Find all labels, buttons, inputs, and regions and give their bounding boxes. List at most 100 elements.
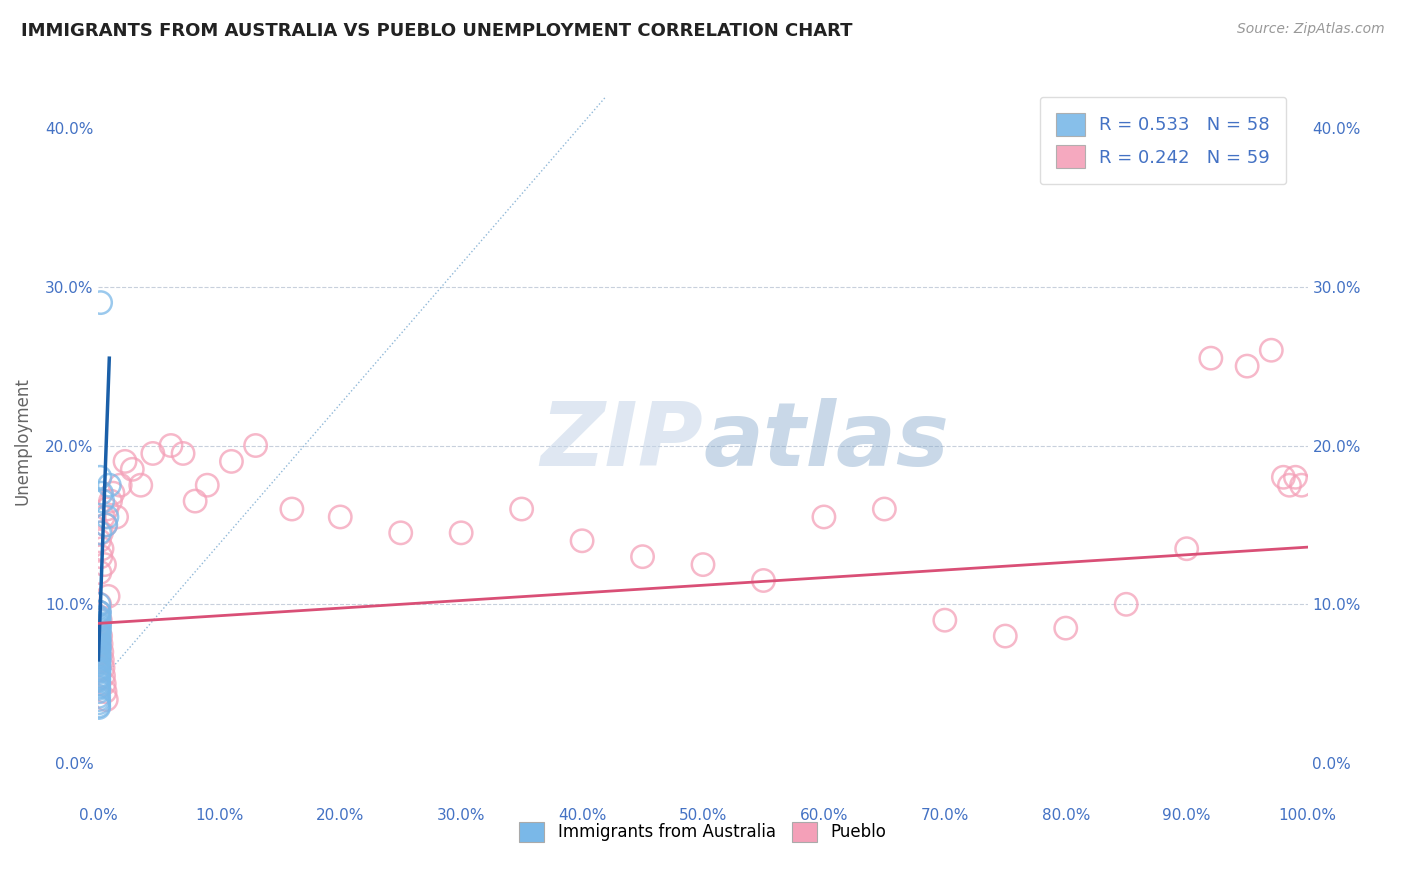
Point bbox=[89, 605, 111, 619]
Point bbox=[89, 533, 111, 548]
Point bbox=[281, 502, 304, 516]
Point bbox=[87, 613, 110, 627]
Text: ZIP: ZIP bbox=[540, 398, 703, 485]
Point bbox=[389, 525, 412, 540]
Point bbox=[1236, 359, 1258, 373]
Point bbox=[87, 631, 110, 645]
Point bbox=[87, 632, 110, 647]
Point bbox=[89, 627, 111, 641]
Point bbox=[221, 454, 243, 468]
Point bbox=[89, 566, 111, 580]
Point bbox=[89, 470, 111, 484]
Point bbox=[571, 533, 593, 548]
Point bbox=[510, 502, 533, 516]
Point bbox=[91, 494, 114, 508]
Text: Source: ZipAtlas.com: Source: ZipAtlas.com bbox=[1237, 22, 1385, 37]
Point bbox=[91, 653, 114, 667]
Point bbox=[114, 454, 136, 468]
Point bbox=[87, 672, 110, 686]
Text: atlas: atlas bbox=[703, 398, 949, 485]
Point bbox=[1175, 541, 1198, 556]
Point bbox=[87, 681, 110, 696]
Point bbox=[87, 655, 110, 669]
Point bbox=[89, 611, 111, 625]
Point bbox=[90, 549, 112, 564]
Point bbox=[94, 684, 117, 698]
Point bbox=[89, 619, 111, 633]
Point bbox=[89, 640, 111, 655]
Point bbox=[87, 653, 110, 667]
Point bbox=[100, 494, 122, 508]
Point bbox=[87, 676, 110, 690]
Point bbox=[87, 610, 110, 624]
Point bbox=[245, 438, 267, 452]
Point bbox=[87, 684, 110, 698]
Point bbox=[87, 662, 110, 676]
Point bbox=[93, 669, 115, 683]
Point bbox=[89, 618, 111, 632]
Point bbox=[87, 629, 110, 643]
Point bbox=[87, 605, 110, 619]
Point bbox=[94, 517, 117, 532]
Point bbox=[87, 647, 110, 661]
Point bbox=[121, 462, 143, 476]
Point bbox=[1115, 597, 1137, 611]
Point bbox=[90, 645, 112, 659]
Point bbox=[1284, 470, 1306, 484]
Point bbox=[87, 692, 110, 706]
Point bbox=[96, 692, 118, 706]
Point bbox=[87, 624, 110, 639]
Point bbox=[101, 486, 124, 500]
Point bbox=[91, 661, 114, 675]
Point bbox=[129, 478, 152, 492]
Point bbox=[87, 621, 110, 635]
Point bbox=[142, 446, 165, 460]
Point bbox=[93, 558, 115, 572]
Point bbox=[813, 510, 835, 524]
Point bbox=[90, 637, 112, 651]
Point bbox=[87, 661, 110, 675]
Point bbox=[96, 502, 118, 516]
Point bbox=[172, 446, 194, 460]
Point bbox=[89, 616, 111, 631]
Point bbox=[87, 696, 110, 710]
Point bbox=[994, 629, 1017, 643]
Point bbox=[631, 549, 654, 564]
Point bbox=[87, 698, 110, 713]
Point bbox=[87, 635, 110, 649]
Point bbox=[105, 510, 128, 524]
Point bbox=[87, 690, 110, 704]
Point bbox=[87, 645, 110, 659]
Point bbox=[87, 626, 110, 640]
Y-axis label: Unemployment: Unemployment bbox=[13, 377, 31, 506]
Legend: Immigrants from Australia, Pueblo: Immigrants from Australia, Pueblo bbox=[513, 815, 893, 848]
Point bbox=[184, 494, 207, 508]
Point bbox=[87, 680, 110, 694]
Point bbox=[91, 541, 114, 556]
Point bbox=[1054, 621, 1077, 635]
Point bbox=[94, 517, 117, 532]
Point bbox=[450, 525, 472, 540]
Point bbox=[329, 510, 352, 524]
Point bbox=[1260, 343, 1282, 358]
Point bbox=[752, 574, 775, 588]
Point bbox=[97, 590, 120, 604]
Point bbox=[89, 597, 111, 611]
Point bbox=[98, 478, 121, 492]
Point bbox=[692, 558, 714, 572]
Point bbox=[934, 613, 956, 627]
Point bbox=[1291, 478, 1313, 492]
Point bbox=[87, 656, 110, 670]
Point bbox=[87, 649, 110, 664]
Point bbox=[90, 295, 112, 310]
Point bbox=[87, 657, 110, 672]
Point bbox=[89, 525, 111, 540]
Point bbox=[873, 502, 896, 516]
Point bbox=[87, 641, 110, 656]
Point bbox=[1199, 351, 1222, 366]
Point bbox=[87, 597, 110, 611]
Point bbox=[90, 629, 112, 643]
Point bbox=[87, 700, 110, 714]
Point bbox=[87, 633, 110, 648]
Point bbox=[87, 669, 110, 683]
